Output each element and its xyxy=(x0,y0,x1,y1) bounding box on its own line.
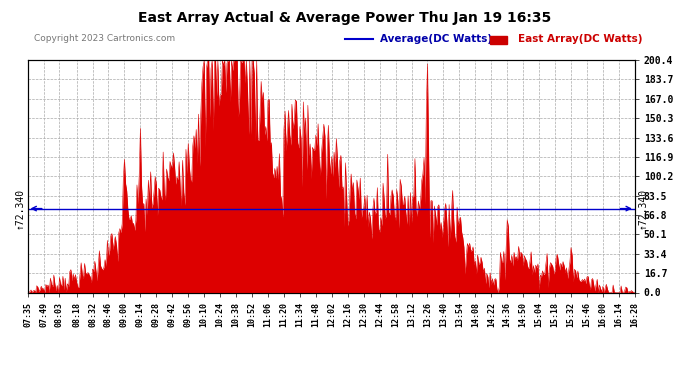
Text: East Array Actual & Average Power Thu Jan 19 16:35: East Array Actual & Average Power Thu Ja… xyxy=(139,11,551,25)
Text: Average(DC Watts): Average(DC Watts) xyxy=(380,34,492,44)
Text: Copyright 2023 Cartronics.com: Copyright 2023 Cartronics.com xyxy=(34,34,176,43)
Text: ↑72.340: ↑72.340 xyxy=(638,188,648,229)
Text: East Array(DC Watts): East Array(DC Watts) xyxy=(518,34,642,44)
Text: ↑72.340: ↑72.340 xyxy=(14,188,25,229)
